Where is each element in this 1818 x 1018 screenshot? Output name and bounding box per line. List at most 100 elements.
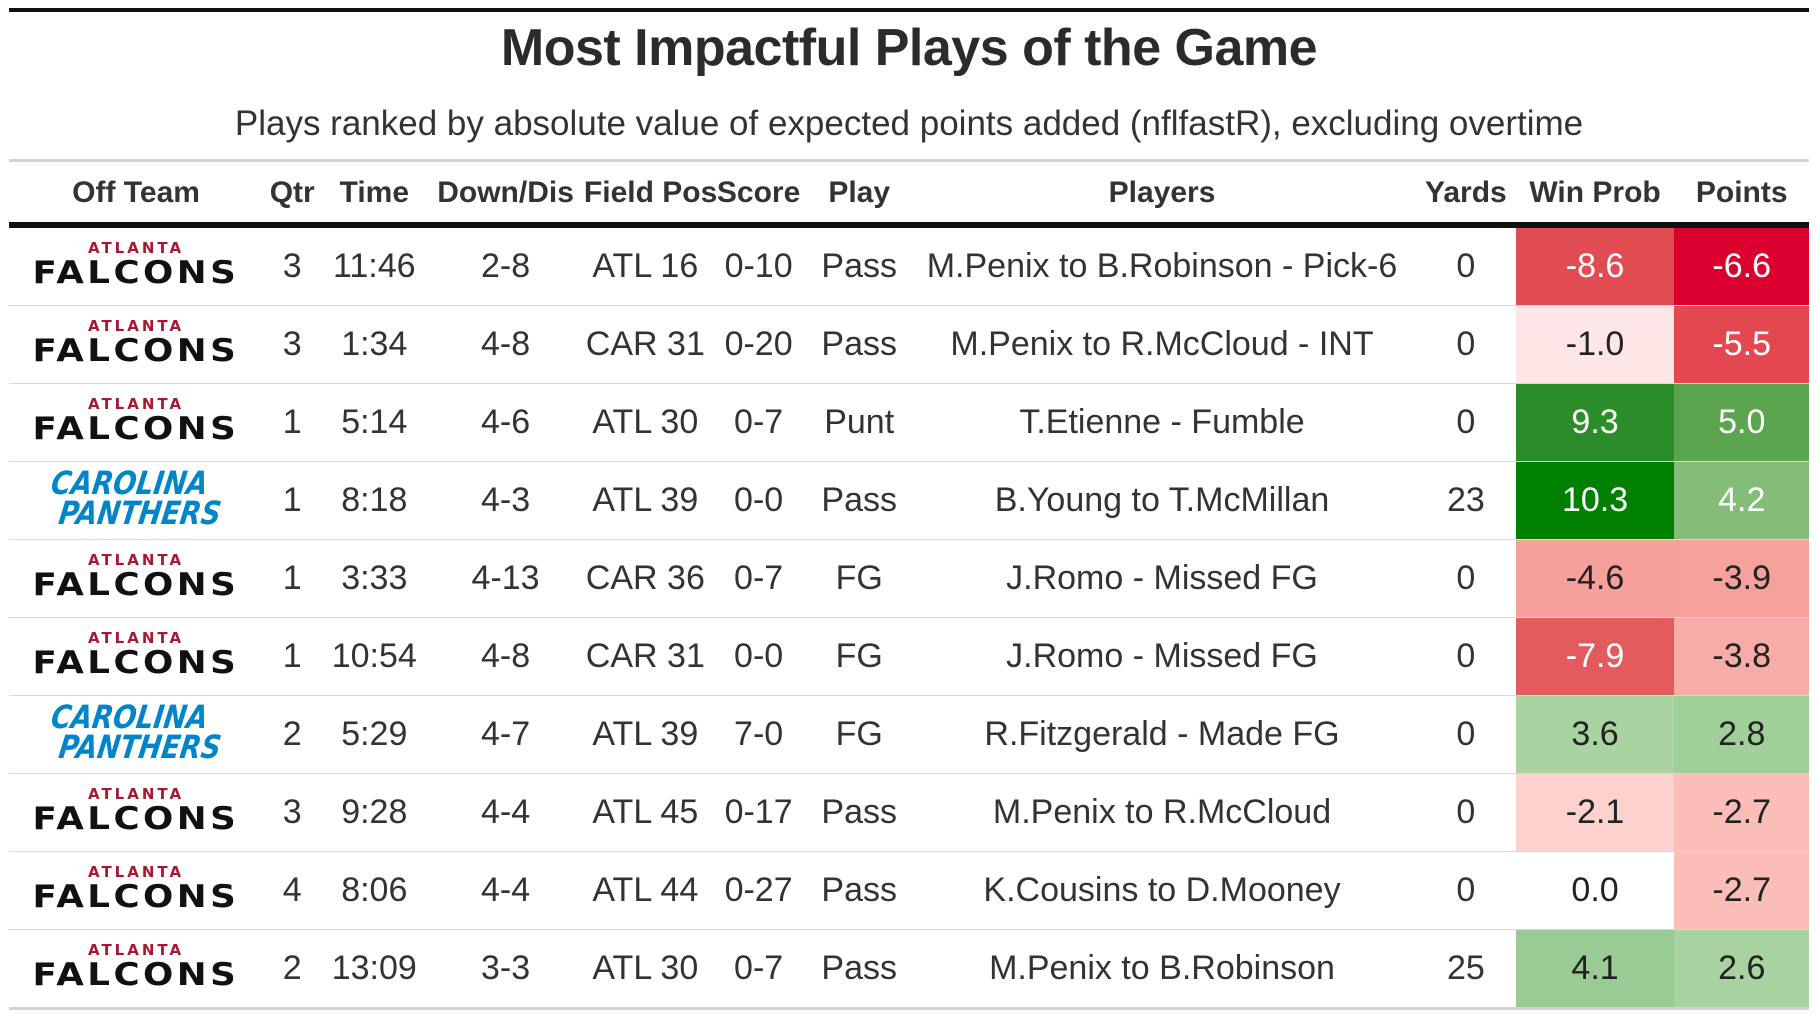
win-prob-cell: 10.3 <box>1515 461 1675 540</box>
logo-text: PANTHERS <box>56 494 224 533</box>
points-cell: -3.9 <box>1674 539 1809 618</box>
table-row: ATLANTA FALCONS 3 1:34 4-8 CAR 31 0-20 Pa… <box>9 305 1809 384</box>
logo-text: ATLANTA <box>88 317 185 335</box>
yards-cell: 0 <box>1416 539 1516 618</box>
yards-cell: 0 <box>1416 695 1516 774</box>
logo-text: ATLANTA <box>88 239 185 257</box>
logo-text: PANTHERS <box>56 728 224 767</box>
qtr-cell: 2 <box>263 929 322 1010</box>
field-position-cell: ATL 45 <box>583 773 707 852</box>
column-header: Score <box>706 163 811 228</box>
time-cell: 9:28 <box>321 773 428 852</box>
score-cell: 0-7 <box>706 383 811 462</box>
win-prob-cell: 0.0 <box>1515 851 1675 930</box>
points-cell: -6.6 <box>1674 225 1809 306</box>
yards-cell: 23 <box>1416 461 1516 540</box>
players-cell: B.Young to T.McMillan <box>907 461 1417 540</box>
field-position-cell: CAR 31 <box>583 305 707 384</box>
down-distance-cell: 4-7 <box>427 695 584 774</box>
logo-text: ATLANTA <box>88 629 185 647</box>
time-cell: 3:33 <box>321 539 428 618</box>
points-cell: 4.2 <box>1674 461 1809 540</box>
win-prob-cell: -4.6 <box>1515 539 1675 618</box>
points-cell: 5.0 <box>1674 383 1809 462</box>
column-header: Win Prob <box>1515 163 1675 228</box>
falcons-logo: ATLANTA FALCONS <box>33 395 236 445</box>
points-cell: -2.7 <box>1674 851 1809 930</box>
win-prob-cell: 3.6 <box>1515 695 1675 774</box>
down-distance-cell: 3-3 <box>427 929 584 1010</box>
play-type-cell: FG <box>810 617 908 696</box>
column-header: Qtr <box>263 163 322 228</box>
players-cell: J.Romo - Missed FG <box>907 617 1417 696</box>
field-position-cell: ATL 16 <box>583 225 707 306</box>
table-row: ATLANTA FALCONS 3 9:28 4-4 ATL 45 0-17 Pa… <box>9 773 1809 852</box>
qtr-cell: 3 <box>263 773 322 852</box>
players-cell: M.Penix to B.Robinson <box>907 929 1417 1010</box>
time-cell: 10:54 <box>321 617 428 696</box>
win-prob-cell: -1.0 <box>1515 305 1675 384</box>
logo-text: ATLANTA <box>88 551 185 569</box>
time-cell: 11:46 <box>321 225 428 306</box>
down-distance-cell: 4-6 <box>427 383 584 462</box>
team-logo-cell: ATLANTA FALCONS <box>9 539 264 618</box>
qtr-cell: 1 <box>263 539 322 618</box>
logo-text: ATLANTA <box>88 941 185 959</box>
yards-cell: 25 <box>1416 929 1516 1010</box>
logo-text: FALCONS <box>32 801 240 837</box>
logo-text: ATLANTA <box>88 785 185 803</box>
play-type-cell: Pass <box>810 929 908 1010</box>
logo-text: FALCONS <box>32 957 240 993</box>
team-logo-cell: CAROLINA PANTHERS <box>9 461 264 540</box>
team-logo-cell: ATLANTA FALCONS <box>9 383 264 462</box>
points-cell: 2.6 <box>1674 929 1809 1010</box>
team-logo-cell: ATLANTA FALCONS <box>9 929 264 1010</box>
down-distance-cell: 4-8 <box>427 305 584 384</box>
win-prob-cell: -7.9 <box>1515 617 1675 696</box>
down-distance-cell: 2-8 <box>427 225 584 306</box>
yards-cell: 0 <box>1416 383 1516 462</box>
team-logo-cell: ATLANTA FALCONS <box>9 305 264 384</box>
play-type-cell: Punt <box>810 383 908 462</box>
qtr-cell: 3 <box>263 225 322 306</box>
play-type-cell: FG <box>810 539 908 618</box>
down-distance-cell: 4-13 <box>427 539 584 618</box>
table-row: ATLANTA FALCONS 1 3:33 4-13 CAR 36 0-7 FG… <box>9 539 1809 618</box>
qtr-cell: 1 <box>263 383 322 462</box>
team-logo-cell: ATLANTA FALCONS <box>9 617 264 696</box>
score-cell: 0-17 <box>706 773 811 852</box>
team-logo-cell: ATLANTA FALCONS <box>9 851 264 930</box>
table-row: CAROLINA PANTHERS 1 8:18 4-3 ATL 39 0-0 P… <box>9 461 1809 540</box>
logo-text: ATLANTA <box>88 863 185 881</box>
points-cell: 2.8 <box>1674 695 1809 774</box>
win-prob-cell: 9.3 <box>1515 383 1675 462</box>
table-row: CAROLINA PANTHERS 2 5:29 4-7 ATL 39 7-0 F… <box>9 695 1809 774</box>
column-header: Players <box>907 163 1417 228</box>
time-cell: 1:34 <box>321 305 428 384</box>
play-type-cell: Pass <box>810 305 908 384</box>
column-header: Yards <box>1416 163 1516 228</box>
field-position-cell: ATL 44 <box>583 851 707 930</box>
yards-cell: 0 <box>1416 773 1516 852</box>
falcons-logo: ATLANTA FALCONS <box>33 239 236 289</box>
logo-text: FALCONS <box>32 411 240 447</box>
column-header: Off Team <box>9 163 264 228</box>
time-cell: 8:18 <box>321 461 428 540</box>
players-cell: J.Romo - Missed FG <box>907 539 1417 618</box>
table-row: ATLANTA FALCONS 2 13:09 3-3 ATL 30 0-7 Pa… <box>9 929 1809 1010</box>
table-row: ATLANTA FALCONS 4 8:06 4-4 ATL 44 0-27 Pa… <box>9 851 1809 930</box>
points-cell: -2.7 <box>1674 773 1809 852</box>
qtr-cell: 4 <box>263 851 322 930</box>
table-row: ATLANTA FALCONS 1 10:54 4-8 CAR 31 0-0 FG… <box>9 617 1809 696</box>
team-logo-cell: ATLANTA FALCONS <box>9 225 264 306</box>
down-distance-cell: 4-4 <box>427 773 584 852</box>
play-type-cell: Pass <box>810 461 908 540</box>
logo-text: ATLANTA <box>88 395 185 413</box>
field-position-cell: ATL 39 <box>583 461 707 540</box>
plays-table: Off Team Qtr Time Down/Dis Field Pos Sco… <box>9 163 1809 1010</box>
time-cell: 5:29 <box>321 695 428 774</box>
field-position-cell: ATL 30 <box>583 383 707 462</box>
falcons-logo: ATLANTA FALCONS <box>33 941 236 991</box>
logo-text: FALCONS <box>32 255 240 291</box>
column-header: Points <box>1674 163 1809 228</box>
